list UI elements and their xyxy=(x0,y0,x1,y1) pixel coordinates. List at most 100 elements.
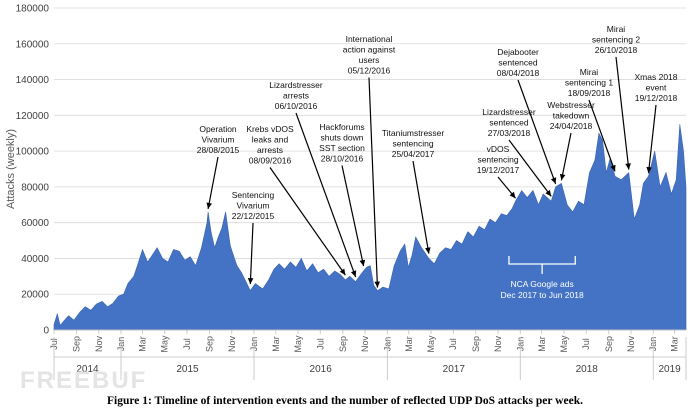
annotation-arrow xyxy=(207,156,219,210)
annotation-label: arrests xyxy=(283,91,309,101)
y-tick-label: 40000 xyxy=(21,254,49,265)
x-month-label: Mar xyxy=(404,336,414,352)
annotation-label: Lizardstresser xyxy=(482,107,536,117)
annotation-label: Lizardstresser xyxy=(269,80,323,90)
annotation-label: Operation xyxy=(199,124,237,134)
annotation-arrow xyxy=(647,104,657,174)
annotation-arrow xyxy=(412,160,430,254)
x-year-label: 2014 xyxy=(76,364,99,375)
x-month-label: May xyxy=(426,335,436,353)
annotation-arrow xyxy=(295,112,357,278)
x-month-label: May xyxy=(293,335,303,353)
x-month-label: Jul xyxy=(581,338,591,350)
y-tick-label: 120000 xyxy=(16,111,50,122)
annotation-arrow xyxy=(368,77,379,288)
annotation-arrowhead xyxy=(559,173,566,181)
x-month-label: Sep xyxy=(338,336,348,352)
annotation-label: leaks and xyxy=(252,135,289,145)
y-tick-label: 0 xyxy=(43,326,49,337)
x-month-label: Nov xyxy=(360,336,370,353)
x-month-label: Mar xyxy=(670,336,680,352)
x-year-label: 2017 xyxy=(443,364,466,375)
y-tick-label: 180000 xyxy=(16,4,50,15)
annotation-label: action against xyxy=(343,45,396,55)
annotation-label: Mirai xyxy=(607,24,626,34)
y-axis-label: Attacks (weekly) xyxy=(5,129,17,209)
x-month-label: Jul xyxy=(315,338,325,350)
annotation-label: Titaniumstresser xyxy=(382,128,445,138)
annotation-arrow xyxy=(615,56,630,170)
annotation-arrowhead xyxy=(206,202,212,209)
x-month-label: Jul xyxy=(448,338,458,350)
annotation-arrow xyxy=(588,99,616,172)
y-tick-label: 140000 xyxy=(16,75,50,86)
x-year-label: 2019 xyxy=(658,364,681,375)
x-month-label: Nov xyxy=(493,336,503,353)
annotation-arrowhead xyxy=(425,247,431,254)
x-month-label: Jul xyxy=(182,338,192,350)
annotation-label: Krebs vDOS xyxy=(246,124,294,134)
annotation-label: vDOS xyxy=(487,144,510,154)
annotation-label: sentencing 2 xyxy=(592,35,640,45)
annotation-arrowhead xyxy=(247,278,254,285)
annotation-label: Vivarium xyxy=(202,135,235,145)
annotation-label: Mirai xyxy=(580,67,599,77)
annotation-arrowhead xyxy=(610,164,616,172)
annotation-arrowhead xyxy=(339,268,346,276)
annotation-label: Webstresser xyxy=(547,100,595,110)
annotation-arrow xyxy=(560,132,572,181)
annotation-label: shuts down xyxy=(321,133,364,143)
annotation-arrowhead xyxy=(350,270,357,277)
annotation-label: 05/12/2016 xyxy=(348,66,391,76)
annotation-label: 24/04/2018 xyxy=(550,121,593,131)
x-year-label: 2016 xyxy=(310,364,333,375)
x-month-label: May xyxy=(559,335,569,353)
annotation-arrowhead xyxy=(509,191,516,199)
annotation-arrow xyxy=(341,165,365,267)
annotation-label: sentenced xyxy=(498,58,537,68)
annotation-arrow xyxy=(269,167,346,276)
y-tick-label: 20000 xyxy=(21,290,49,301)
x-year-label: 2015 xyxy=(176,364,199,375)
annotation-label: Dejabooter xyxy=(497,47,539,57)
annotation-label: 26/10/2018 xyxy=(595,45,638,55)
annotation-label: users xyxy=(359,55,380,65)
annotation-label: sentenced xyxy=(489,118,528,128)
x-month-label: Nov xyxy=(227,336,237,353)
annotation-arrowhead xyxy=(646,166,652,174)
y-tick-label: 100000 xyxy=(16,147,50,158)
annotation-label: Hackforums xyxy=(319,122,364,132)
annotation-label: event xyxy=(646,83,667,93)
annotation-label: sentencing 1 xyxy=(565,78,613,88)
annotation-arrowhead xyxy=(550,177,557,184)
annotation-label: Sentencing xyxy=(232,190,275,200)
annotation-label: arrests xyxy=(257,145,283,155)
nca-bracket-label: NCA Google ads xyxy=(510,279,573,289)
y-tick-label: 80000 xyxy=(21,182,49,193)
annotation-label: 06/10/2016 xyxy=(275,101,318,111)
annotation-label: 22/12/2015 xyxy=(232,211,275,221)
x-month-label: Sep xyxy=(205,336,215,352)
annotation-label: sentencing xyxy=(392,139,433,149)
annotation-label: takedown xyxy=(553,111,590,121)
x-month-label: Sep xyxy=(604,336,614,352)
annotation-label: Xmas 2018 xyxy=(635,72,678,82)
annotation-label: 28/08/2015 xyxy=(197,145,240,155)
annotation-arrow xyxy=(508,139,552,197)
x-month-label: Mar xyxy=(537,336,547,352)
nca-bracket-label: Dec 2017 to Jun 2018 xyxy=(501,290,584,300)
annotation-arrow xyxy=(249,222,254,285)
annotation-label: 27/03/2018 xyxy=(488,128,531,138)
x-month-label: Mar xyxy=(138,336,148,352)
annotation-arrowhead xyxy=(625,163,631,170)
y-tick-label: 60000 xyxy=(21,218,49,229)
x-month-label: Nov xyxy=(94,336,104,353)
series-area xyxy=(53,124,687,331)
annotation-label: 25/04/2017 xyxy=(392,149,435,159)
annotation-label: 19/12/2018 xyxy=(635,93,678,103)
annotation-label: Vivarium xyxy=(237,201,270,211)
annotation-label: SST section xyxy=(319,143,365,153)
annotation-arrow xyxy=(517,79,557,185)
annotation-label: 08/09/2016 xyxy=(249,156,292,166)
